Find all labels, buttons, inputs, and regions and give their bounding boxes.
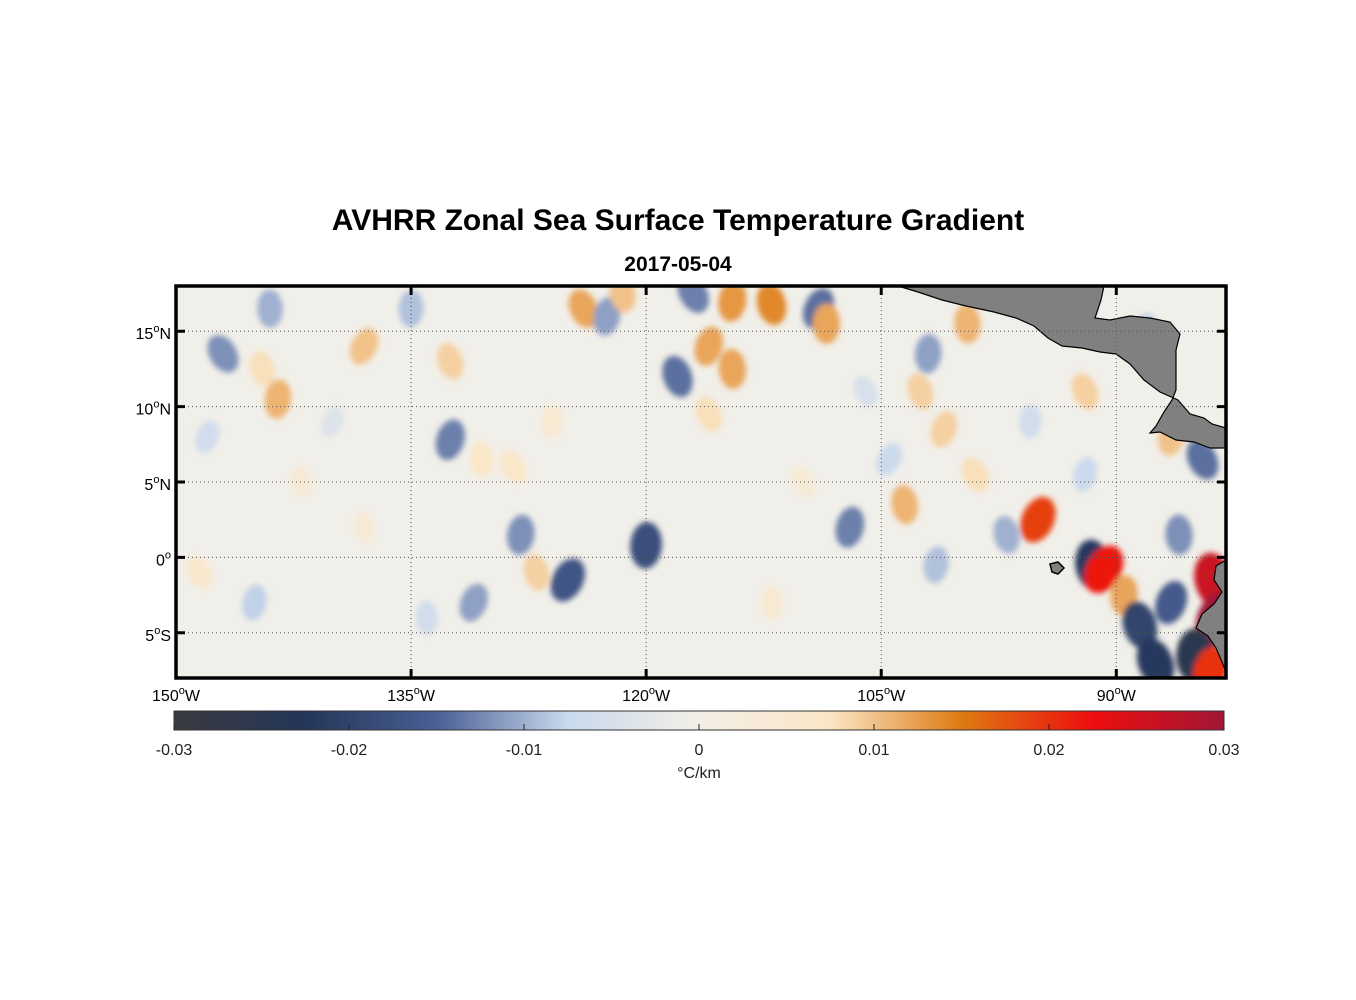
gradient-feature [718, 286, 747, 322]
gradient-feature [907, 373, 934, 410]
lat-label: 0o [156, 549, 171, 569]
gradient-feature [718, 348, 746, 390]
gradient-feature [609, 286, 636, 313]
gradient-feature [695, 396, 722, 432]
gradient-feature [1186, 439, 1219, 480]
lat-label: 10oN [136, 399, 171, 419]
lon-label: 120oW [622, 685, 671, 705]
land-masses [897, 286, 1226, 673]
gradient-feature [568, 289, 599, 328]
gradient-feature [290, 466, 313, 498]
gradient-feature [541, 405, 564, 439]
gradient-feature [812, 303, 841, 344]
gradient-feature [1020, 496, 1056, 543]
gradient-feature [790, 467, 816, 497]
colorbar-tick-label: 0.03 [1208, 742, 1239, 759]
gradient-feature [242, 584, 267, 621]
gradient-feature [1136, 638, 1175, 678]
gradient-feature [630, 521, 662, 569]
gradient-feature [507, 514, 535, 555]
gradient-feature [1154, 581, 1188, 625]
longitude-labels: 150oW 135oW 120oW 105oW 90oW [152, 685, 1137, 705]
gradient-feature [321, 406, 345, 438]
gradient-feature [1084, 545, 1124, 594]
lon-label: 105oW [857, 685, 906, 705]
gradient-feature [961, 457, 989, 492]
gradient-feature [1192, 646, 1226, 678]
gradient-feature [930, 411, 958, 448]
lon-label: 135oW [387, 685, 436, 705]
gradient-feature [923, 546, 949, 584]
lon-label: 150oW [152, 685, 201, 705]
gradient-feature [435, 419, 465, 461]
south-america-land [1195, 559, 1226, 673]
lat-label: 15oN [136, 323, 171, 343]
central-america-land [897, 286, 1226, 449]
gradient-feature [499, 450, 527, 484]
lat-label: 5oN [144, 474, 171, 494]
gradient-feature [835, 506, 865, 548]
latitude-labels: 15oN 10oN 5oN 0o 5oS [136, 323, 171, 645]
colorbar-tick-label: -0.01 [506, 742, 543, 759]
gradient-features [186, 286, 1226, 678]
colorbar-unit-label: °C/km [677, 765, 721, 782]
gradient-feature [1071, 373, 1099, 410]
gradient-feature [593, 296, 621, 336]
gradient-feature [353, 511, 376, 543]
colorbar-tick-label: 0.02 [1033, 742, 1064, 759]
gradient-feature [257, 289, 283, 328]
gradient-feature [954, 304, 981, 344]
gradient-feature [677, 286, 709, 313]
sst-gradient-map: 15oN 10oN 5oN 0o 5oS 150oW 135oW 120oW 105oW 90o… [136, 284, 1228, 705]
gradient-feature [459, 583, 489, 622]
gradient-feature [853, 375, 878, 408]
gradient-feature [349, 328, 379, 365]
lon-label: 90oW [1097, 685, 1137, 705]
galapagos-islands [1049, 561, 1066, 575]
gradient-feature [264, 379, 292, 419]
gradient-feature [694, 326, 724, 366]
gradient-feature [760, 586, 783, 620]
gradient-feature [550, 558, 586, 602]
gradient-feature [891, 485, 919, 525]
chart-title: AVHRR Zonal Sea Surface Temperature Grad… [331, 204, 1025, 237]
gradient-feature [437, 343, 464, 380]
gradient-feature [875, 442, 903, 476]
gradient-feature [469, 441, 494, 477]
chart-date: 2017-05-04 [624, 253, 732, 276]
colorbar-tick-label: -0.03 [156, 742, 193, 759]
gradient-feature [1072, 457, 1098, 492]
gradient-feature [415, 600, 439, 635]
colorbar-tick-label: 0 [695, 742, 704, 759]
map-frame [174, 284, 1228, 680]
gradient-feature [993, 515, 1020, 554]
gradient-feature [207, 335, 239, 373]
gradient-feature [398, 289, 424, 328]
colorbar-tick-label: -0.02 [331, 742, 368, 759]
gradient-feature [523, 554, 550, 591]
gradient-feature [1018, 404, 1042, 439]
gradient-feature [186, 556, 213, 589]
gradient-feature [1165, 514, 1193, 555]
gradient-feature [662, 355, 693, 398]
gradient-feature [195, 420, 220, 454]
colorbar-tick-label: 0.01 [858, 742, 889, 759]
colorbar-ticks: -0.03 -0.02 -0.01 0 0.01 0.02 0.03 [156, 724, 1240, 759]
gradient-feature [249, 351, 275, 387]
gradient-feature [914, 334, 942, 374]
colorbar: -0.03 -0.02 -0.01 0 0.01 0.02 0.03 °C/km [156, 710, 1240, 782]
lat-label: 5oS [145, 625, 171, 645]
gradient-feature [756, 286, 787, 326]
gradient-feature [1122, 601, 1158, 650]
